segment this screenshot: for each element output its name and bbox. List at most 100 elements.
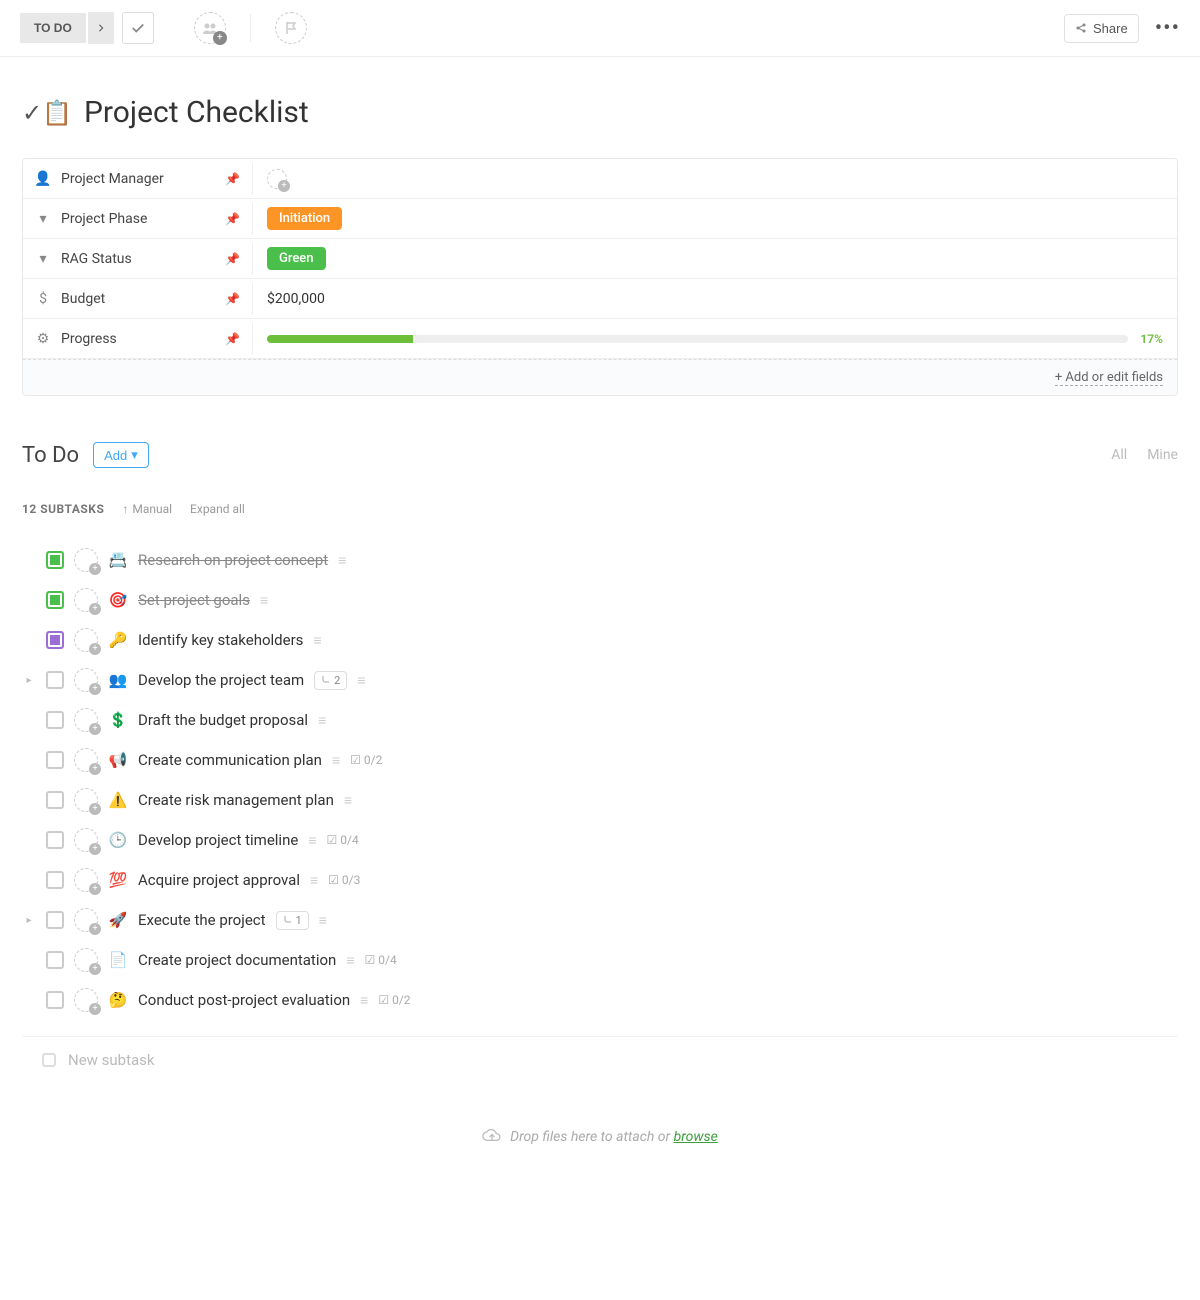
- task-row[interactable]: 🤔Conduct post-project evaluation≡☑0/2: [22, 980, 1178, 1020]
- field-value[interactable]: [253, 161, 1177, 197]
- field-row[interactable]: ▾Project Phase📌Initiation: [23, 199, 1177, 239]
- description-icon[interactable]: ≡: [308, 832, 316, 849]
- description-icon[interactable]: ≡: [344, 792, 352, 809]
- task-assignee[interactable]: [74, 988, 98, 1012]
- task-assignee[interactable]: [74, 908, 98, 932]
- pin-icon[interactable]: 📌: [225, 252, 240, 266]
- task-row[interactable]: 🕒Develop project timeline≡☑0/4: [22, 820, 1178, 860]
- priority-button[interactable]: [275, 12, 307, 44]
- pin-icon[interactable]: 📌: [225, 212, 240, 226]
- add-edit-fields[interactable]: + Add or edit fields: [23, 359, 1177, 395]
- browse-link[interactable]: browse: [674, 1129, 718, 1145]
- task-assignee[interactable]: [74, 948, 98, 972]
- task-status-box[interactable]: [46, 911, 64, 929]
- task-title[interactable]: Research on project concept: [138, 551, 328, 569]
- task-row[interactable]: 💲Draft the budget proposal≡: [22, 700, 1178, 740]
- task-assignee[interactable]: [74, 708, 98, 732]
- expand-caret[interactable]: ▸: [22, 675, 36, 686]
- task-status-box[interactable]: [46, 591, 64, 609]
- filter-mine[interactable]: Mine: [1147, 447, 1178, 463]
- field-row[interactable]: ⚙Progress📌17%: [23, 319, 1177, 359]
- field-value[interactable]: 17%: [253, 324, 1177, 354]
- pin-icon[interactable]: 📌: [225, 292, 240, 306]
- new-subtask-input[interactable]: New subtask: [22, 1036, 1178, 1083]
- task-assignee[interactable]: [74, 828, 98, 852]
- task-assignee[interactable]: [74, 588, 98, 612]
- assignee-placeholder[interactable]: [267, 169, 287, 189]
- subtask-count-badge[interactable]: 2: [314, 671, 347, 690]
- description-icon[interactable]: ≡: [310, 872, 318, 889]
- task-assignee[interactable]: [74, 868, 98, 892]
- task-title[interactable]: Set project goals: [138, 591, 250, 609]
- task-row[interactable]: ▸👥Develop the project team2≡: [22, 660, 1178, 700]
- task-row[interactable]: 🎯Set project goals≡: [22, 580, 1178, 620]
- more-menu[interactable]: •••: [1155, 16, 1180, 41]
- task-assignee[interactable]: [74, 788, 98, 812]
- task-status-box[interactable]: [46, 951, 64, 969]
- task-title[interactable]: Develop the project team: [138, 671, 304, 689]
- task-status-box[interactable]: [46, 551, 64, 569]
- status-button[interactable]: TO DO: [20, 13, 86, 43]
- description-icon[interactable]: ≡: [360, 992, 368, 1009]
- description-icon[interactable]: ≡: [260, 592, 268, 609]
- task-status-box[interactable]: [46, 991, 64, 1009]
- task-status-box[interactable]: [46, 631, 64, 649]
- task-title[interactable]: Create communication plan: [138, 751, 322, 769]
- task-row[interactable]: 📢Create communication plan≡☑0/2: [22, 740, 1178, 780]
- task-row[interactable]: 🔑Identify key stakeholders≡: [22, 620, 1178, 660]
- description-icon[interactable]: ≡: [318, 712, 326, 729]
- task-row[interactable]: 💯Acquire project approval≡☑0/3: [22, 860, 1178, 900]
- filter-all[interactable]: All: [1111, 447, 1127, 463]
- field-row[interactable]: $Budget📌$200,000: [23, 279, 1177, 319]
- checklist-badge[interactable]: ☑0/2: [378, 993, 410, 1007]
- task-title[interactable]: Create project documentation: [138, 951, 336, 969]
- sort-button[interactable]: ↑ Manual: [122, 502, 172, 516]
- task-status-box[interactable]: [46, 871, 64, 889]
- task-title[interactable]: Conduct post-project evaluation: [138, 991, 350, 1009]
- description-icon[interactable]: ≡: [319, 912, 327, 929]
- task-status-box[interactable]: [46, 831, 64, 849]
- assignees-button[interactable]: +: [194, 12, 226, 44]
- task-title[interactable]: Create risk management plan: [138, 791, 334, 809]
- checklist-badge[interactable]: ☑0/4: [326, 833, 358, 847]
- task-status-box[interactable]: [46, 791, 64, 809]
- description-icon[interactable]: ≡: [357, 672, 365, 689]
- task-title[interactable]: Acquire project approval: [138, 871, 300, 889]
- subtask-count-badge[interactable]: 1: [276, 911, 309, 930]
- task-assignee[interactable]: [74, 668, 98, 692]
- task-title[interactable]: Identify key stakeholders: [138, 631, 303, 649]
- task-title[interactable]: Draft the budget proposal: [138, 711, 308, 729]
- field-row[interactable]: 👤Project Manager📌: [23, 159, 1177, 199]
- task-status-box[interactable]: [46, 671, 64, 689]
- description-icon[interactable]: ≡: [332, 752, 340, 769]
- share-button[interactable]: Share: [1064, 14, 1139, 43]
- task-row[interactable]: 📄Create project documentation≡☑0/4: [22, 940, 1178, 980]
- checklist-badge[interactable]: ☑0/4: [365, 953, 397, 967]
- task-title[interactable]: Execute the project: [138, 911, 266, 929]
- field-value[interactable]: Initiation: [253, 199, 1177, 238]
- page-title[interactable]: Project Checklist: [84, 95, 309, 130]
- expand-caret[interactable]: ▸: [22, 915, 36, 926]
- add-button[interactable]: Add ▾: [93, 442, 149, 468]
- task-assignee[interactable]: [74, 548, 98, 572]
- checklist-badge[interactable]: ☑0/3: [328, 873, 360, 887]
- field-row[interactable]: ▾RAG Status📌Green: [23, 239, 1177, 279]
- description-icon[interactable]: ≡: [313, 632, 321, 649]
- task-row[interactable]: 📇Research on project concept≡: [22, 540, 1178, 580]
- task-assignee[interactable]: [74, 628, 98, 652]
- checklist-badge[interactable]: ☑0/2: [350, 753, 382, 767]
- task-row[interactable]: ⚠️Create risk management plan≡: [22, 780, 1178, 820]
- status-next-button[interactable]: [88, 12, 114, 44]
- field-value[interactable]: $200,000: [253, 283, 1177, 315]
- task-status-box[interactable]: [46, 751, 64, 769]
- pin-icon[interactable]: 📌: [225, 332, 240, 346]
- complete-button[interactable]: [122, 12, 154, 44]
- description-icon[interactable]: ≡: [346, 952, 354, 969]
- attachment-dropzone[interactable]: Drop files here to attach or browse: [22, 1113, 1178, 1161]
- task-title[interactable]: Develop project timeline: [138, 831, 298, 849]
- description-icon[interactable]: ≡: [338, 552, 346, 569]
- pin-icon[interactable]: 📌: [225, 172, 240, 186]
- expand-all-button[interactable]: Expand all: [190, 502, 245, 516]
- task-assignee[interactable]: [74, 748, 98, 772]
- task-row[interactable]: ▸🚀Execute the project1≡: [22, 900, 1178, 940]
